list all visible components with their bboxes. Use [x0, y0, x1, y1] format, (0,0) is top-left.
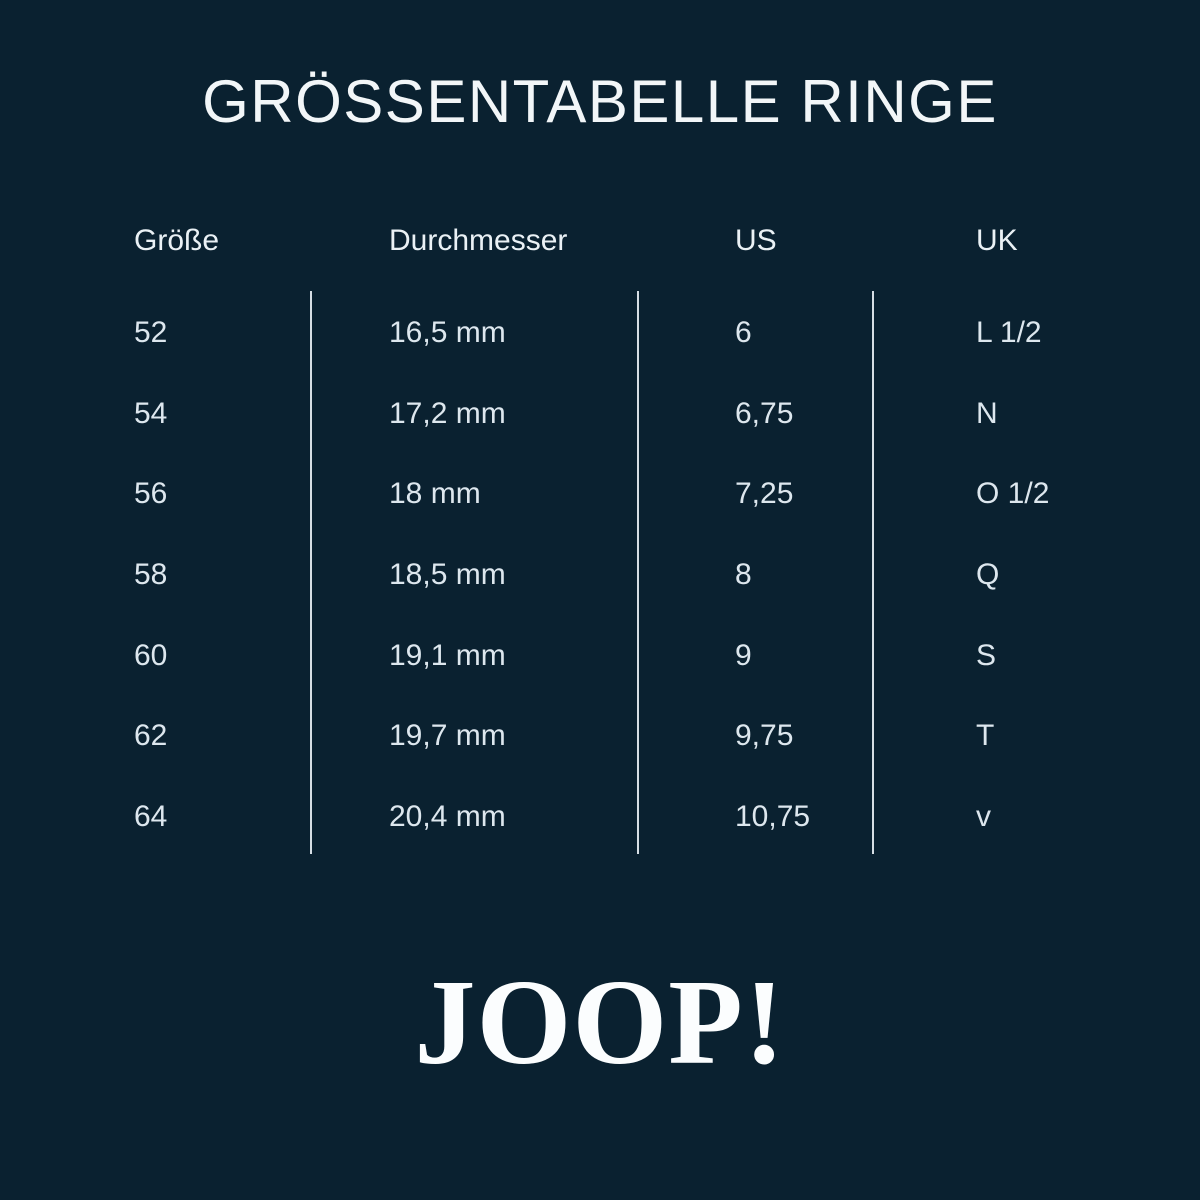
table-row: 52 16,5 mm 6 L 1/2 — [134, 293, 1200, 374]
column-divider — [310, 291, 312, 854]
cell-durchmesser: 19,1 mm — [389, 638, 506, 672]
cell-durchmesser: 17,2 mm — [389, 396, 506, 430]
cell-uk: L 1/2 — [976, 316, 1042, 350]
column-header-durchmesser: Durchmesser — [389, 224, 568, 257]
cell-durchmesser: 18,5 mm — [389, 558, 506, 592]
cell-uk: S — [976, 638, 997, 672]
cell-durchmesser: 18 mm — [389, 477, 481, 511]
cell-durchmesser: 19,7 mm — [389, 719, 506, 753]
column-header-uk: UK — [976, 224, 1018, 257]
cell-durchmesser: 20,4 mm — [389, 799, 506, 833]
table-body: 52 16,5 mm 6 L 1/2 54 17,2 mm 6,75 N 56 18 mm 7,25… — [134, 293, 1200, 857]
table-row: 54 17,2 mm 6,75 N — [134, 374, 1200, 455]
table-row: 56 18 mm 7,25 O 1/2 — [134, 454, 1200, 535]
cell-us: 6 — [735, 316, 752, 350]
page-title: GRÖSSENTABELLE RINGE — [202, 68, 998, 135]
cell-groesse: 52 — [134, 316, 168, 350]
cell-us: 8 — [735, 558, 752, 592]
cell-us: 10,75 — [735, 799, 811, 833]
column-header-us: US — [735, 224, 777, 257]
cell-groesse: 64 — [134, 799, 168, 833]
cell-groesse: 62 — [134, 719, 168, 753]
column-divider — [872, 291, 874, 854]
cell-us: 9 — [735, 638, 752, 672]
cell-durchmesser: 16,5 mm — [389, 316, 506, 350]
cell-us: 7,25 — [735, 477, 794, 511]
brand-logo: JOOP! — [414, 955, 786, 1090]
column-divider — [637, 291, 639, 854]
cell-uk: O 1/2 — [976, 477, 1050, 511]
table-row: 64 20,4 mm 10,75 v — [134, 777, 1200, 858]
cell-groesse: 58 — [134, 558, 168, 592]
cell-uk: v — [976, 799, 991, 833]
cell-uk: N — [976, 396, 998, 430]
table-row: 62 19,7 mm 9,75 T — [134, 696, 1200, 777]
cell-groesse: 60 — [134, 638, 168, 672]
table-row: 58 18,5 mm 8 Q — [134, 535, 1200, 616]
cell-us: 9,75 — [735, 719, 794, 753]
cell-uk: T — [976, 719, 995, 753]
cell-us: 6,75 — [735, 396, 794, 430]
table-header-row: Größe Durchmesser US UK — [134, 225, 1200, 257]
table-row: 60 19,1 mm 9 S — [134, 615, 1200, 696]
column-header-groesse: Größe — [134, 224, 220, 257]
cell-groesse: 54 — [134, 396, 168, 430]
cell-uk: Q — [976, 558, 1000, 592]
cell-groesse: 56 — [134, 477, 168, 511]
